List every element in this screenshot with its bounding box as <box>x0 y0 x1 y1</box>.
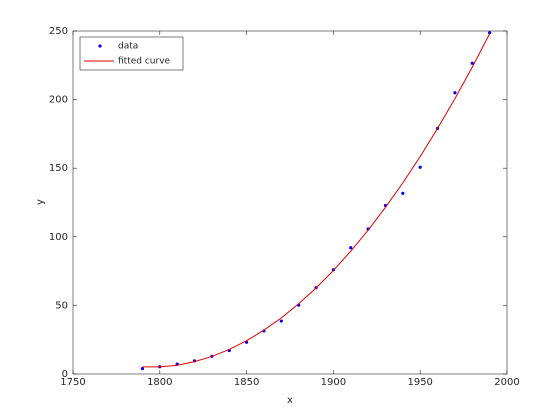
x-tick-label: 2000 <box>494 377 519 388</box>
legend-marker <box>98 44 102 48</box>
y-tick-label: 150 <box>49 163 68 174</box>
legend-label: data <box>118 42 138 52</box>
legend-label: fitted curve <box>118 57 171 67</box>
data-point <box>401 191 405 195</box>
legend: data fitted curve <box>79 36 184 71</box>
y-tick-label: 0 <box>62 369 68 380</box>
data-point <box>279 319 283 323</box>
data-point <box>470 61 474 65</box>
x-tick-label: 1750 <box>60 377 85 388</box>
y-tick-label: 50 <box>55 300 68 311</box>
y-tick-label: 250 <box>49 26 68 37</box>
y-tick-label: 100 <box>49 232 68 243</box>
data-point <box>349 246 353 250</box>
plot-area <box>72 30 508 375</box>
x-tick-label: 1850 <box>234 377 259 388</box>
x-axis-label: x <box>287 395 293 406</box>
x-tick-label: 1950 <box>407 377 432 388</box>
data-point <box>488 31 492 35</box>
data-point <box>418 165 422 169</box>
data-point <box>453 91 457 95</box>
fitted-line <box>142 33 491 368</box>
x-tick-label: 1900 <box>321 377 346 388</box>
legend-box <box>79 36 184 71</box>
y-tick-label: 200 <box>49 95 68 106</box>
x-tick-label: 1800 <box>147 377 172 388</box>
data-point <box>140 367 145 371</box>
y-axis-label: y <box>35 199 46 205</box>
